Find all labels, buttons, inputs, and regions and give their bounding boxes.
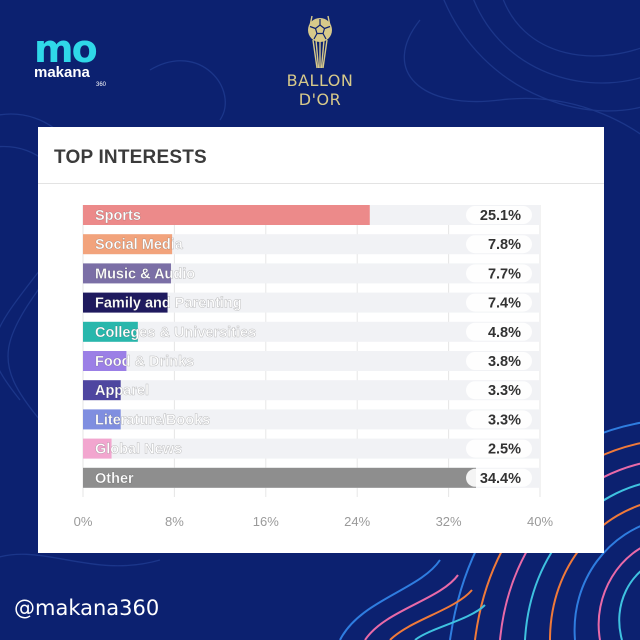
category-label: Global News bbox=[95, 442, 182, 458]
value-label-bg bbox=[466, 206, 532, 224]
category-label: Social Media bbox=[95, 237, 184, 253]
bar-chart: Sports 25.1% Social Media 7.8% Music & Audio… bbox=[74, 205, 553, 529]
x-tick-label: 32% bbox=[436, 514, 462, 529]
x-tick-label: 0% bbox=[74, 514, 93, 529]
category-label: Food & Drinks bbox=[95, 354, 194, 370]
value-label-bg bbox=[466, 293, 532, 312]
value-label-bg bbox=[466, 352, 532, 370]
chart-card: TOP INTERESTS Sports 25.1% Social Media 7.8… bbox=[38, 127, 604, 553]
value-label: 3.3% bbox=[488, 412, 521, 428]
logo-sub: 360 bbox=[96, 82, 107, 88]
social-handle: @makana360 bbox=[14, 596, 160, 620]
bar-track bbox=[83, 263, 540, 284]
bar bbox=[83, 321, 138, 342]
category-label: Literature/Books bbox=[95, 412, 210, 428]
value-label-bg bbox=[466, 439, 532, 458]
bar-track bbox=[83, 351, 540, 371]
bar-track bbox=[83, 380, 540, 401]
category-label: Apparel bbox=[95, 383, 149, 399]
bar-track bbox=[83, 321, 540, 342]
category-label: Music & Audio bbox=[95, 266, 195, 282]
value-label: 4.8% bbox=[488, 325, 521, 341]
value-label-bg bbox=[466, 381, 532, 400]
value-label: 7.7% bbox=[488, 266, 521, 282]
value-label-bg bbox=[466, 410, 532, 429]
value-label: 7.4% bbox=[488, 296, 521, 312]
category-label: Family and Parenting bbox=[95, 296, 242, 312]
value-label: 2.5% bbox=[488, 442, 521, 458]
value-label: 3.8% bbox=[488, 354, 521, 370]
bar-track bbox=[83, 409, 540, 430]
bar bbox=[83, 409, 121, 430]
value-label: 3.3% bbox=[488, 383, 521, 399]
trophy-icon bbox=[308, 15, 332, 69]
logo-wordmark: makana bbox=[34, 64, 90, 81]
bar bbox=[83, 205, 370, 225]
bar bbox=[83, 438, 112, 459]
bar-track bbox=[83, 292, 540, 313]
bar bbox=[83, 380, 121, 401]
bar bbox=[83, 263, 171, 284]
value-label: 25.1% bbox=[480, 208, 521, 224]
value-label-bg bbox=[466, 468, 532, 487]
bar bbox=[83, 351, 127, 371]
category-label: Colleges & Universities bbox=[95, 325, 256, 341]
value-label-bg bbox=[466, 264, 532, 283]
ballon-dor-logo: BALLON D'OR bbox=[270, 14, 370, 108]
category-label: Sports bbox=[95, 208, 141, 224]
value-label: 34.4% bbox=[480, 471, 521, 487]
category-label: Other bbox=[95, 471, 134, 487]
makana-logo: mo makana 360 bbox=[34, 27, 114, 88]
bar bbox=[83, 292, 168, 313]
value-label: 7.8% bbox=[488, 237, 521, 253]
bar bbox=[83, 234, 173, 255]
bar bbox=[83, 467, 477, 488]
value-label-bg bbox=[466, 235, 532, 254]
x-tick-label: 24% bbox=[344, 514, 370, 529]
bar-track bbox=[83, 234, 540, 255]
ballon-line-1: BALLON bbox=[286, 71, 354, 90]
value-label-bg bbox=[466, 322, 532, 341]
bar-track bbox=[83, 438, 540, 459]
x-tick-label: 8% bbox=[165, 514, 184, 529]
x-tick-label: 16% bbox=[253, 514, 279, 529]
ballon-line-2: D'OR bbox=[298, 90, 342, 109]
chart-title: TOP INTERESTS bbox=[54, 147, 207, 168]
card-divider bbox=[38, 183, 604, 184]
logo-mark: mo bbox=[34, 27, 98, 71]
x-tick-label: 40% bbox=[527, 514, 553, 529]
